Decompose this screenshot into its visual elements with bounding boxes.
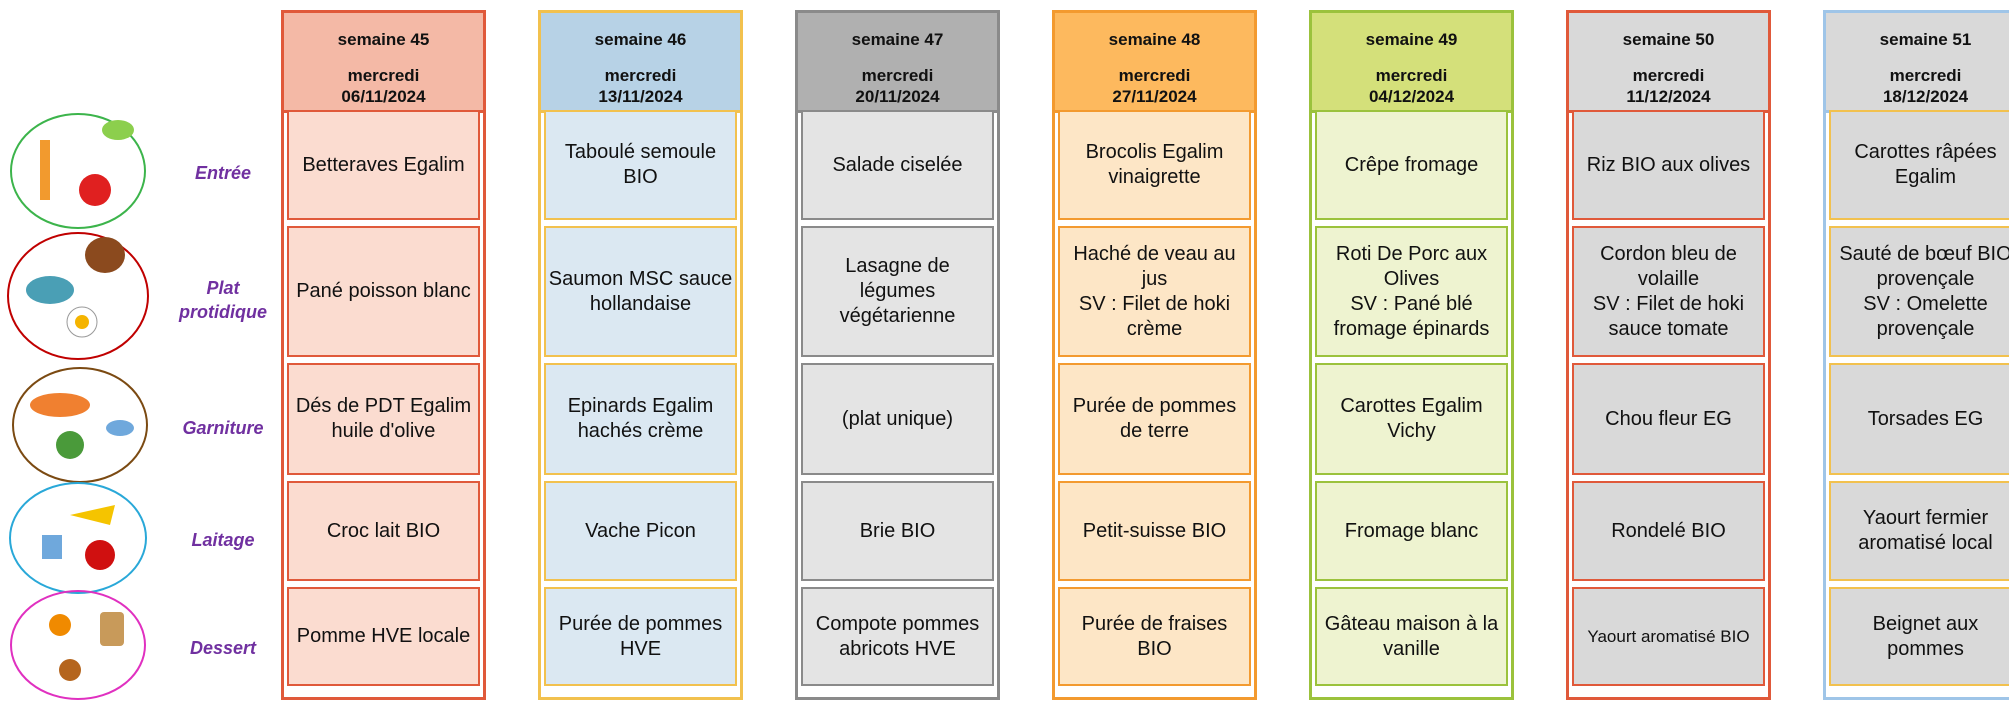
week-column: semaine 48 mercredi 27/11/2024 Brocolis Ega… <box>1052 10 1257 700</box>
week-header: semaine 51 mercredi 18/12/2024 <box>1826 13 2009 113</box>
week-column: semaine 47 mercredi 20/11/2024 Salade cisel… <box>795 10 1000 700</box>
dish-cell: Compote pommes abricots HVE <box>801 587 994 686</box>
dish-cell: Cordon bleu de volaille SV : Filet de ho… <box>1572 226 1765 357</box>
icon-dessert <box>10 590 146 700</box>
dish-cell: Lasagne de légumes végétarienne <box>801 226 994 357</box>
dish-cell: Pomme HVE locale <box>287 587 480 686</box>
dish-cell: Haché de veau au jus SV : Filet de hoki … <box>1058 226 1251 357</box>
dish-cell: Roti De Porc aux Olives SV : Pané blé fr… <box>1315 226 1508 357</box>
date-label: 27/11/2024 <box>1112 87 1197 106</box>
week-header: semaine 46 mercredi 13/11/2024 <box>541 13 740 113</box>
icon-plat <box>7 232 149 360</box>
row-label: Plat protidique <box>179 278 267 322</box>
week-label: semaine 48 <box>1108 30 1201 49</box>
day-label: mercredi <box>1889 66 1962 85</box>
week-column: semaine 45 mercredi 06/11/2024 Betteraves E… <box>281 10 486 700</box>
row-label: Garniture <box>182 418 264 438</box>
week-label: semaine 51 <box>1879 30 1972 49</box>
dish-cell: Pané poisson blanc <box>287 226 480 357</box>
dish-cell: Epinards Egalim hachés crème <box>544 363 737 475</box>
icon-laitage <box>9 482 147 594</box>
dish-cell: Brie BIO <box>801 481 994 581</box>
dish-cell: Purée de pommes de terre <box>1058 363 1251 475</box>
dish-cell: Salade ciselée <box>801 110 994 220</box>
week-header: semaine 50 mercredi 11/12/2024 <box>1569 13 1768 113</box>
dish-cell: Rondelé BIO <box>1572 481 1765 581</box>
date-label: 13/11/2024 <box>598 87 683 106</box>
icons <box>7 113 149 700</box>
week-label: semaine 50 <box>1622 30 1715 49</box>
week-column: semaine 50 mercredi 11/12/2024 Riz BIO aux … <box>1566 10 1771 700</box>
dish-cell: Purée de pommes HVE <box>544 587 737 686</box>
dish-cell: Betteraves Egalim <box>287 110 480 220</box>
week-label: semaine 49 <box>1365 30 1458 49</box>
date-label: 18/12/2024 <box>1882 87 1969 106</box>
dish-cell: Taboulé semoule BIO <box>544 110 737 220</box>
week-label: semaine 47 <box>851 30 944 49</box>
date-label: 04/12/2024 <box>1368 87 1455 106</box>
dish-cell: Vache Picon <box>544 481 737 581</box>
day-label: mercredi <box>1632 66 1705 85</box>
row-label: Laitage <box>191 530 255 550</box>
dish-cell: Yaourt aromatisé BIO <box>1572 587 1765 686</box>
day-label: mercredi <box>347 66 420 85</box>
week-label: semaine 45 <box>337 30 430 49</box>
dish-cell: Gâteau maison à la vanille <box>1315 587 1508 686</box>
dish-cell: Brocolis Egalim vinaigrette <box>1058 110 1251 220</box>
day-label: mercredi <box>1118 66 1191 85</box>
dish-cell: Yaourt fermier aromatisé local <box>1829 481 2009 581</box>
week-label: semaine 46 <box>594 30 687 49</box>
day-label: mercredi <box>861 66 934 85</box>
day-label: mercredi <box>604 66 677 85</box>
row-label: Dessert <box>189 638 257 658</box>
dish-cell: Croc lait BIO <box>287 481 480 581</box>
dish-cell: Torsades EG <box>1829 363 2009 475</box>
dish-cell: Petit-suisse BIO <box>1058 481 1251 581</box>
dish-cell: Sauté de bœuf BIO provençale SV : Omelet… <box>1829 226 2009 357</box>
week-header: semaine 49 mercredi 04/12/2024 <box>1312 13 1511 113</box>
row-label: Entrée <box>194 163 252 183</box>
dish-cell: Carottes Egalim Vichy <box>1315 363 1508 475</box>
dish-cell: Chou fleur EG <box>1572 363 1765 475</box>
dish-cell: Dés de PDT Egalim huile d'olive <box>287 363 480 475</box>
week-header: semaine 48 mercredi 27/11/2024 <box>1055 13 1254 113</box>
dish-cell: (plat unique) <box>801 363 994 475</box>
week-column: semaine 49 mercredi 04/12/2024 Crêpe fromag… <box>1309 10 1514 700</box>
date-label: 20/11/2024 <box>855 87 940 106</box>
dish-cell: Saumon MSC sauce hollandaise <box>544 226 737 357</box>
week-column: semaine 51 mercredi 18/12/2024 Carottes râp… <box>1823 10 2009 700</box>
week-header: semaine 47 mercredi 20/11/2024 <box>798 13 997 113</box>
dish-cell: Fromage blanc <box>1315 481 1508 581</box>
date-label: 11/12/2024 <box>1626 87 1711 106</box>
icon-entree <box>10 113 146 229</box>
week-column: semaine 46 mercredi 13/11/2024 Taboulé semo… <box>538 10 743 700</box>
dish-cell: Beignet aux pommes <box>1829 587 2009 686</box>
dish-cell: Crêpe fromage <box>1315 110 1508 220</box>
week-header: semaine 45 mercredi 06/11/2024 <box>284 13 483 113</box>
dish-cell: Carottes râpées Egalim <box>1829 110 2009 220</box>
dish-cell: Purée de fraises BIO <box>1058 587 1251 686</box>
dish-cell: Riz BIO aux olives <box>1572 110 1765 220</box>
day-label: mercredi <box>1375 66 1448 85</box>
icon-garniture <box>12 367 148 483</box>
date-label: 06/11/2024 <box>341 87 426 106</box>
